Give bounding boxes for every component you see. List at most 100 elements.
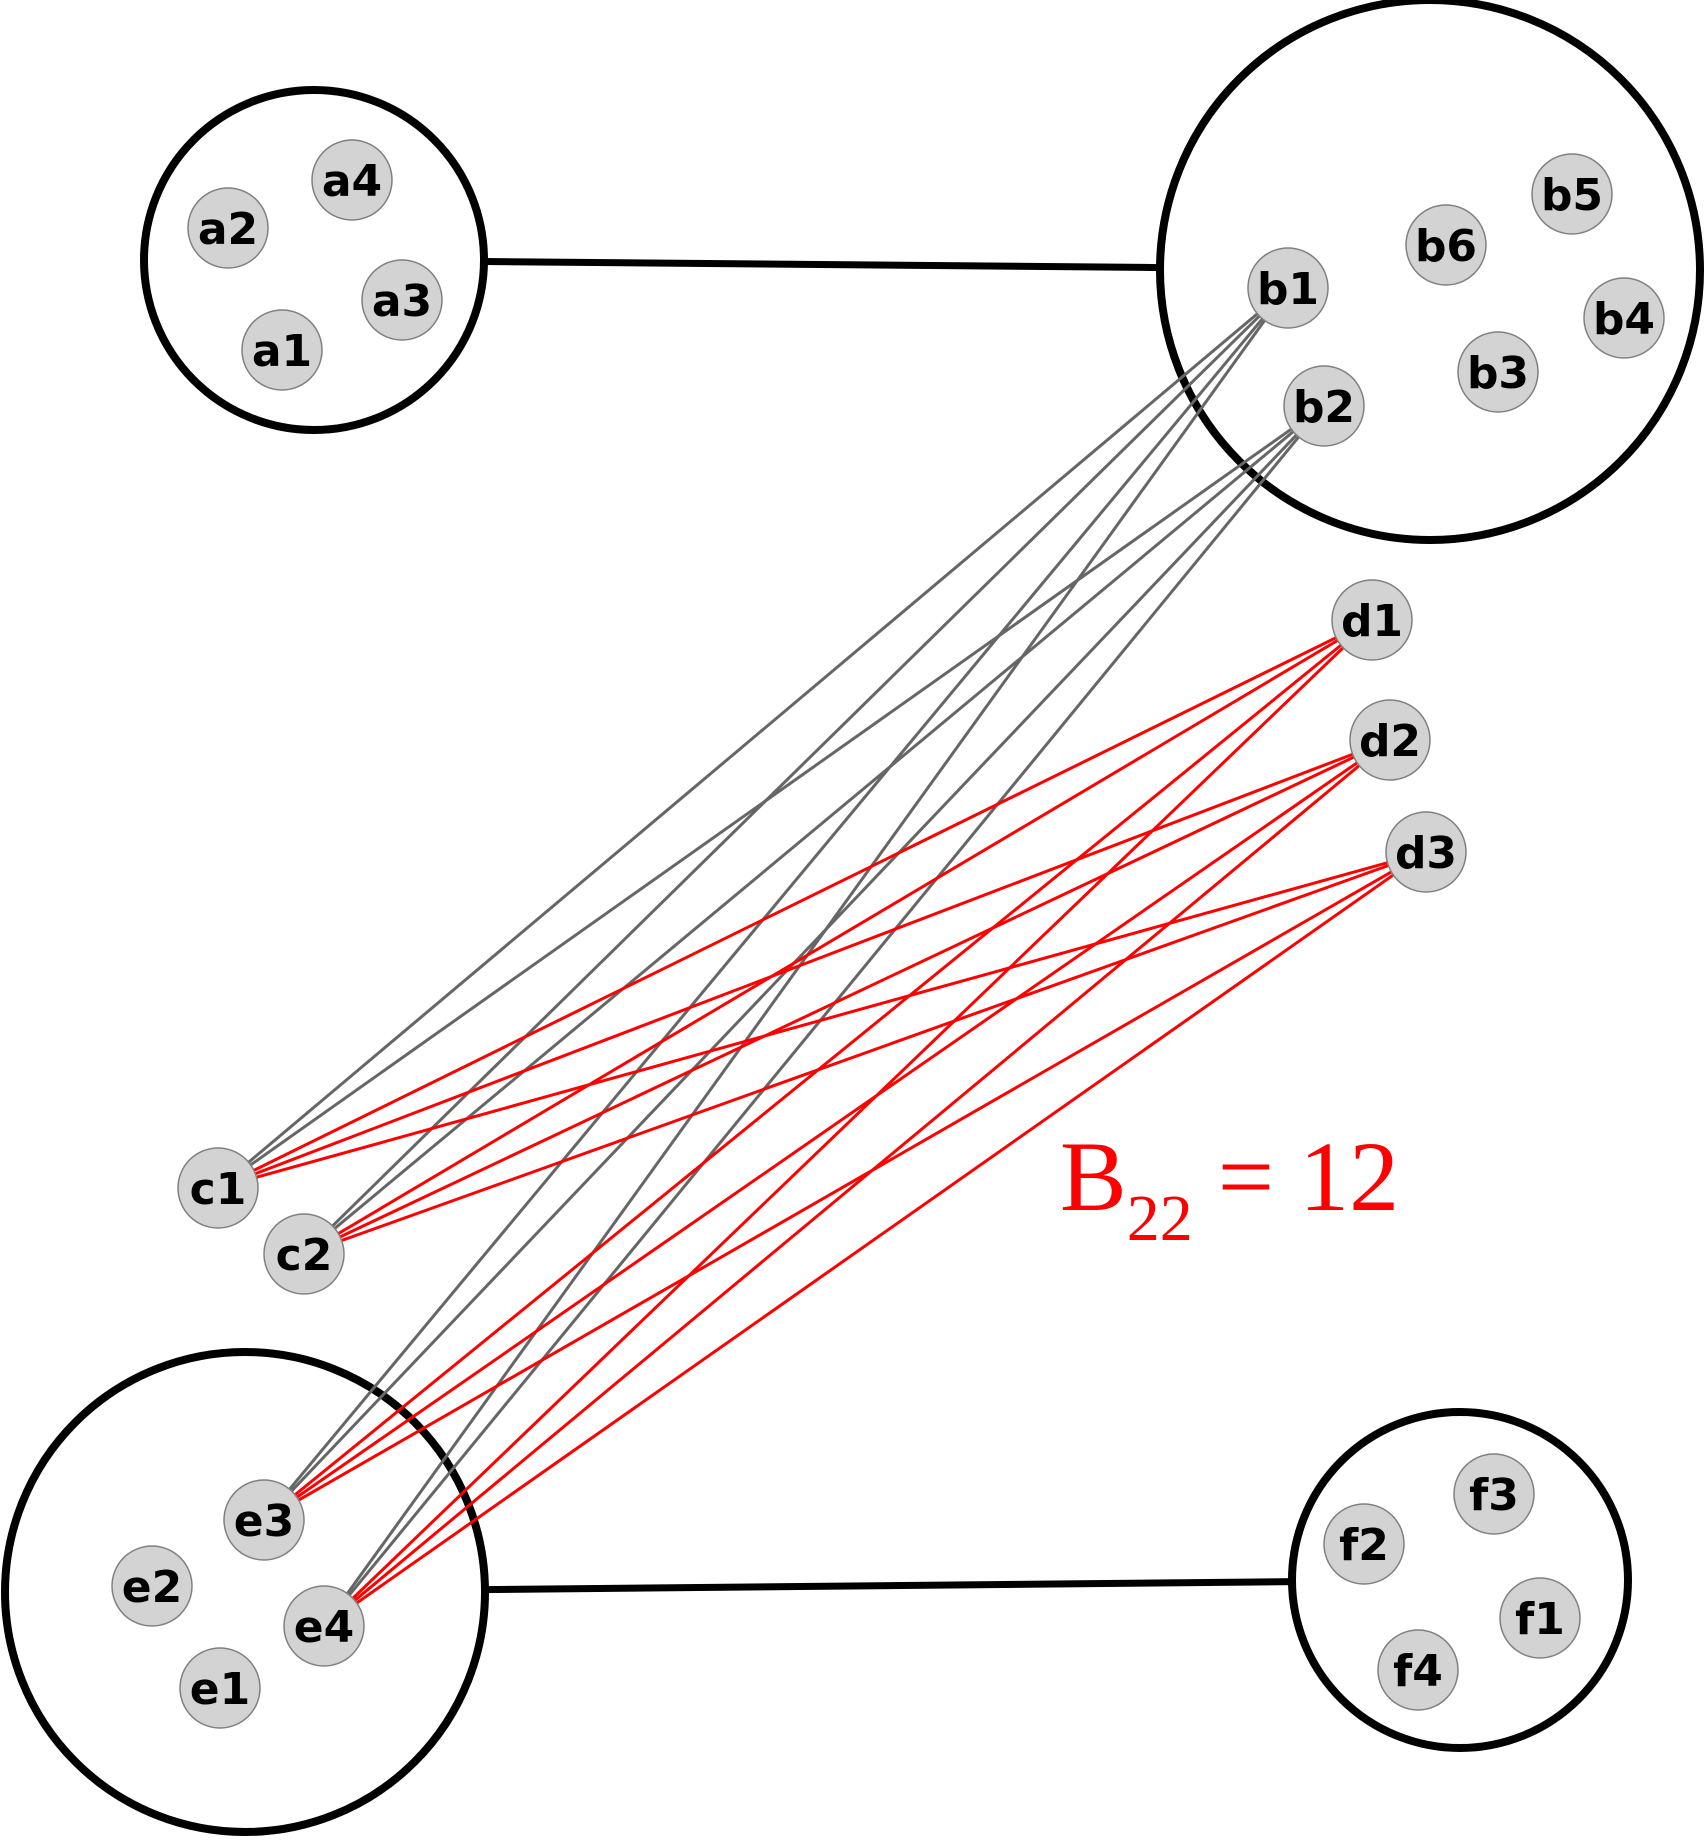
cluster-a bbox=[140, 86, 488, 434]
node-circle-f2 bbox=[1323, 1503, 1405, 1585]
node-circle-d3 bbox=[1385, 811, 1467, 893]
node-circle-b1 bbox=[1247, 247, 1329, 329]
node-circle-a4 bbox=[311, 139, 393, 221]
node-label-e4: e4 bbox=[294, 1602, 354, 1653]
node-circle-c1 bbox=[177, 1147, 259, 1229]
node-b1: b1 bbox=[1247, 247, 1329, 329]
node-e4: e4 bbox=[283, 1585, 365, 1667]
cluster-link-A-B bbox=[483, 258, 1161, 272]
node-label-d3: d3 bbox=[1395, 828, 1457, 879]
node-label-f1: f1 bbox=[1515, 1594, 1565, 1645]
node-label-f3: f3 bbox=[1469, 1470, 1519, 1521]
node-circle-f4 bbox=[1377, 1629, 1459, 1711]
node-circle-a2 bbox=[187, 187, 269, 269]
node-b2: b2 bbox=[1283, 365, 1365, 447]
node-circle-c2 bbox=[263, 1213, 345, 1295]
node-d1: d1 bbox=[1331, 579, 1413, 661]
node-circle-e2 bbox=[111, 1545, 193, 1627]
node-label-d2: d2 bbox=[1359, 716, 1421, 767]
node-circle-b4 bbox=[1583, 277, 1665, 359]
red-edge-d3-e4 bbox=[341, 863, 1409, 1615]
annotation-rest: = 12 bbox=[1193, 1121, 1399, 1232]
node-circle-a1 bbox=[241, 309, 323, 391]
node-f3: f3 bbox=[1453, 1453, 1535, 1535]
node-e3: e3 bbox=[223, 1479, 305, 1561]
node-circle-d1 bbox=[1331, 579, 1413, 661]
node-f2: f2 bbox=[1323, 1503, 1405, 1585]
node-d2: d2 bbox=[1349, 699, 1431, 781]
red-edge-d1-e4 bbox=[338, 634, 1358, 1612]
cluster-b bbox=[1156, 0, 1704, 544]
red-edge-d3-c2 bbox=[324, 858, 1406, 1248]
node-e1: e1 bbox=[179, 1647, 261, 1729]
node-a2: a2 bbox=[187, 187, 269, 269]
red-edge-d2-c2 bbox=[323, 748, 1371, 1246]
node-f1: f1 bbox=[1499, 1577, 1581, 1659]
annotation-subscript: 22 bbox=[1127, 1182, 1193, 1255]
node-b3: b3 bbox=[1457, 331, 1539, 413]
node-label-a4: a4 bbox=[322, 156, 382, 207]
node-circle-b5 bbox=[1531, 153, 1613, 235]
node-circle-b2 bbox=[1283, 365, 1365, 447]
gray-edge-b2-c2 bbox=[319, 418, 1309, 1242]
node-label-a3: a3 bbox=[372, 276, 432, 327]
red-edges bbox=[237, 628, 1409, 1615]
node-label-f2: f2 bbox=[1339, 1520, 1389, 1571]
node-label-f4: f4 bbox=[1393, 1646, 1443, 1697]
node-a3: a3 bbox=[361, 259, 443, 341]
cluster-f bbox=[1288, 1408, 1632, 1752]
node-c1: c1 bbox=[177, 1147, 259, 1229]
node-label-e1: e1 bbox=[190, 1664, 250, 1715]
node-circle-b6 bbox=[1405, 204, 1487, 286]
gray-edge-b1-e3 bbox=[276, 303, 1276, 1505]
node-label-e3: e3 bbox=[234, 1496, 294, 1547]
node-a1: a1 bbox=[241, 309, 323, 391]
node-label-d1: d1 bbox=[1341, 596, 1403, 647]
node-d3: d3 bbox=[1385, 811, 1467, 893]
b22-annotation: B22 = 12 bbox=[1060, 1121, 1399, 1255]
cluster-links bbox=[483, 258, 1293, 1594]
red-edge-d2-e4 bbox=[339, 752, 1375, 1614]
node-label-c2: c2 bbox=[276, 1230, 333, 1281]
node-b4: b4 bbox=[1583, 277, 1665, 359]
red-edge-d1-c2 bbox=[322, 629, 1354, 1245]
red-edge-d2-c1 bbox=[238, 746, 1370, 1182]
cluster-link-E-F bbox=[484, 1578, 1293, 1594]
node-circle-d2 bbox=[1349, 699, 1431, 781]
gray-edge-b2-e4 bbox=[336, 422, 1312, 1610]
node-a4: a4 bbox=[311, 139, 393, 221]
node-label-a1: a1 bbox=[252, 326, 312, 377]
node-b5: b5 bbox=[1531, 153, 1613, 235]
gray-edge-b1-c1 bbox=[233, 301, 1273, 1175]
node-label-e2: e2 bbox=[122, 1562, 182, 1613]
node-circle-f3 bbox=[1453, 1453, 1535, 1535]
node-label-b6: b6 bbox=[1415, 221, 1477, 272]
red-edge-d2-e3 bbox=[281, 751, 1373, 1509]
node-circle-b3 bbox=[1457, 331, 1539, 413]
node-circle-e1 bbox=[179, 1647, 261, 1729]
node-label-a2: a2 bbox=[198, 204, 258, 255]
node-circle-f1 bbox=[1499, 1577, 1581, 1659]
gray-edge-b2-c1 bbox=[235, 417, 1307, 1177]
node-label-b2: b2 bbox=[1293, 382, 1355, 433]
node-label-b1: b1 bbox=[1257, 264, 1319, 315]
node-circle-a3 bbox=[361, 259, 443, 341]
node-label-b5: b5 bbox=[1541, 170, 1603, 221]
node-circle-e3 bbox=[223, 1479, 305, 1561]
red-edge-d1-c1 bbox=[237, 628, 1353, 1180]
node-f4: f4 bbox=[1377, 1629, 1459, 1711]
cluster-e bbox=[1, 1348, 489, 1836]
red-edge-d3-e3 bbox=[282, 861, 1408, 1511]
node-b6: b6 bbox=[1405, 204, 1487, 286]
node-label-b4: b4 bbox=[1593, 294, 1655, 345]
node-c2: c2 bbox=[263, 1213, 345, 1295]
node-label-b3: b3 bbox=[1467, 348, 1529, 399]
red-edge-d3-c1 bbox=[238, 856, 1406, 1184]
node-e2: e2 bbox=[111, 1545, 193, 1627]
annotation-main: B bbox=[1060, 1121, 1127, 1232]
node-circle-e4 bbox=[283, 1585, 365, 1667]
node-label-c1: c1 bbox=[190, 1164, 247, 1215]
